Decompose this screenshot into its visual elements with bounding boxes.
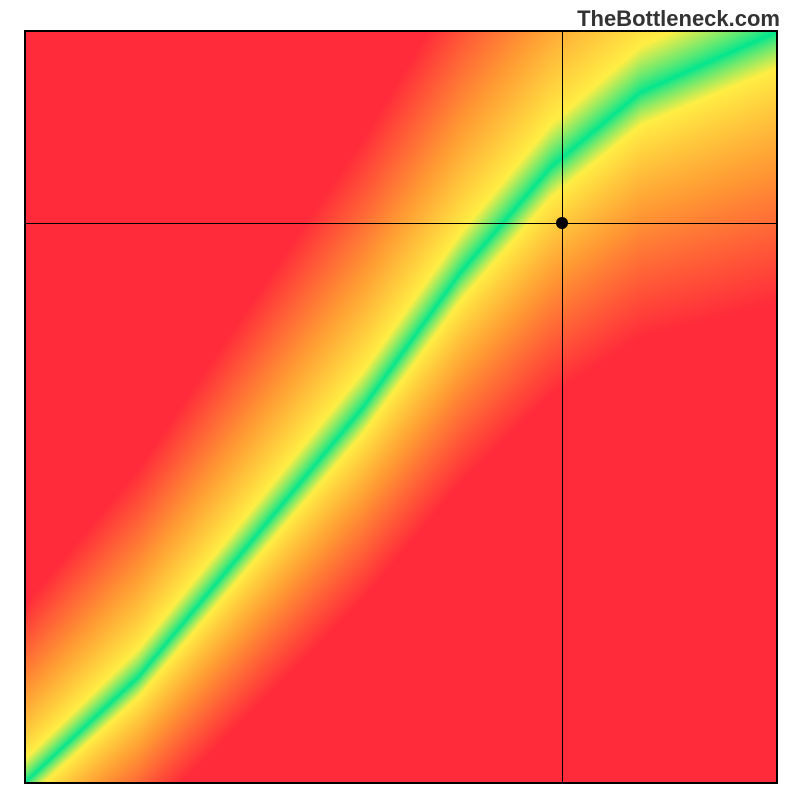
- watermark-text: TheBottleneck.com: [577, 6, 780, 32]
- heatmap-canvas: [26, 32, 776, 782]
- crosshair-horizontal: [26, 223, 776, 224]
- crosshair-vertical: [562, 32, 563, 782]
- heatmap-chart: [24, 30, 778, 784]
- crosshair-marker: [556, 217, 568, 229]
